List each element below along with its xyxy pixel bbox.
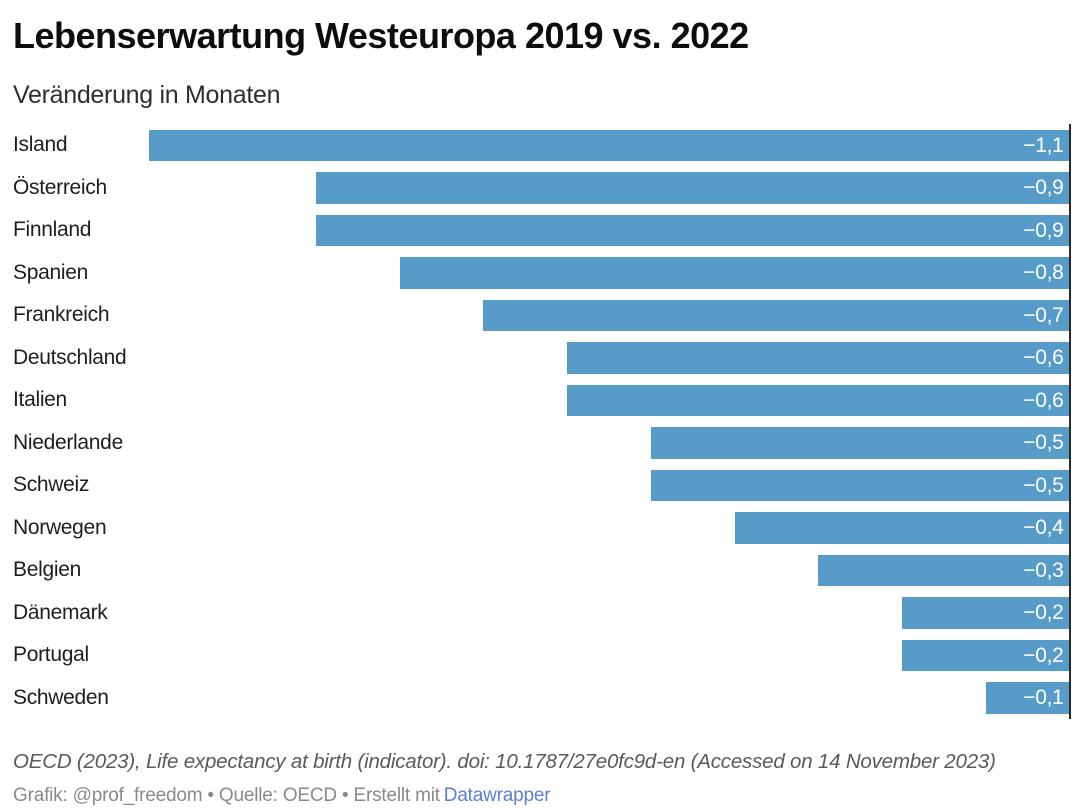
category-label: Niederlande — [13, 430, 129, 455]
value-label: −0,3 — [1023, 558, 1064, 582]
bar-row: Belgien −0,3 — [0, 549, 1088, 592]
bar-row: Italien −0,6 — [0, 379, 1088, 422]
value-label: −0,9 — [1023, 218, 1064, 242]
zero-axis-line — [1069, 124, 1071, 719]
bar: −0,2 — [902, 639, 1070, 671]
value-label: −0,6 — [1023, 346, 1064, 369]
bar-row: Norwegen −0,4 — [0, 507, 1088, 550]
credit-text: Grafik: @prof_freedom • Quelle: OECD • E… — [13, 785, 440, 806]
bar: −0,5 — [650, 427, 1070, 459]
category-label: Frankreich — [13, 303, 116, 328]
category-label: Belgien — [13, 558, 87, 583]
credit-line: Grafik: @prof_freedom • Quelle: OECD • E… — [13, 785, 1070, 807]
category-label: Österreich — [13, 175, 113, 200]
value-label: −0,8 — [1023, 261, 1064, 284]
source-note: OECD (2023), Life expectancy at birth (i… — [13, 750, 996, 773]
value-label: −0,5 — [1023, 431, 1064, 454]
bar-row: Finnland −0,9 — [0, 209, 1088, 252]
category-label: Schweden — [13, 685, 115, 710]
value-label: −0,1 — [1023, 686, 1064, 709]
bar-rows-container: Island −1,1 Österreich −0,9 Finnland −0,9 Span… — [0, 124, 1088, 719]
bar-row: Portugal −0,2 — [0, 634, 1088, 677]
category-label: Norwegen — [13, 515, 113, 540]
bar: −0,9 — [316, 214, 1070, 246]
datawrapper-link[interactable]: Datawrapper — [443, 785, 551, 806]
bar-row: Island −1,1 — [0, 124, 1088, 167]
category-label: Island — [13, 133, 74, 158]
category-label: Dänemark — [13, 600, 114, 625]
bar-row: Österreich −0,9 — [0, 167, 1088, 210]
value-label: −0,2 — [1023, 601, 1064, 624]
value-label: −1,1 — [1023, 133, 1064, 157]
bar-chart: Island −1,1 Österreich −0,9 Finnland −0,9 Span… — [0, 124, 1088, 719]
bar-row: Schweiz −0,5 — [0, 464, 1088, 507]
value-label: −0,6 — [1023, 388, 1064, 412]
category-label: Portugal — [13, 643, 95, 668]
value-label: −0,5 — [1023, 473, 1064, 497]
bar-row: Dänemark −0,2 — [0, 592, 1088, 635]
value-label: −0,4 — [1023, 516, 1064, 539]
bar: −0,8 — [399, 257, 1070, 289]
bar: −1,1 — [148, 129, 1070, 161]
chart-title: Lebenserwartung Westeuropa 2019 vs. 2022 — [13, 15, 749, 56]
category-label: Italien — [13, 388, 73, 413]
value-label: −0,2 — [1023, 643, 1064, 667]
category-label: Schweiz — [13, 473, 96, 498]
category-label: Finnland — [13, 218, 98, 243]
bar: −0,5 — [650, 469, 1070, 501]
category-label: Spanien — [13, 260, 94, 285]
category-label: Deutschland — [13, 345, 133, 370]
bar: −0,1 — [985, 682, 1070, 714]
bar: −0,6 — [567, 342, 1070, 374]
bar: −0,2 — [902, 597, 1070, 629]
bar-row: Spanien −0,8 — [0, 252, 1088, 295]
value-label: −0,9 — [1023, 176, 1064, 199]
bar-row: Niederlande −0,5 — [0, 422, 1088, 465]
bar-row: Deutschland −0,6 — [0, 337, 1088, 380]
bar: −0,6 — [567, 384, 1070, 416]
bar: −0,9 — [316, 172, 1070, 204]
bar-row: Frankreich −0,7 — [0, 294, 1088, 337]
bar-row: Schweden −0,1 — [0, 677, 1088, 720]
bar: −0,4 — [734, 512, 1070, 544]
chart-subtitle: Veränderung in Monaten — [13, 81, 281, 109]
bar: −0,3 — [818, 554, 1070, 586]
value-label: −0,7 — [1023, 303, 1064, 327]
chart-footer: OECD (2023), Life expectancy at birth (i… — [13, 750, 1070, 807]
bar: −0,7 — [483, 299, 1070, 331]
